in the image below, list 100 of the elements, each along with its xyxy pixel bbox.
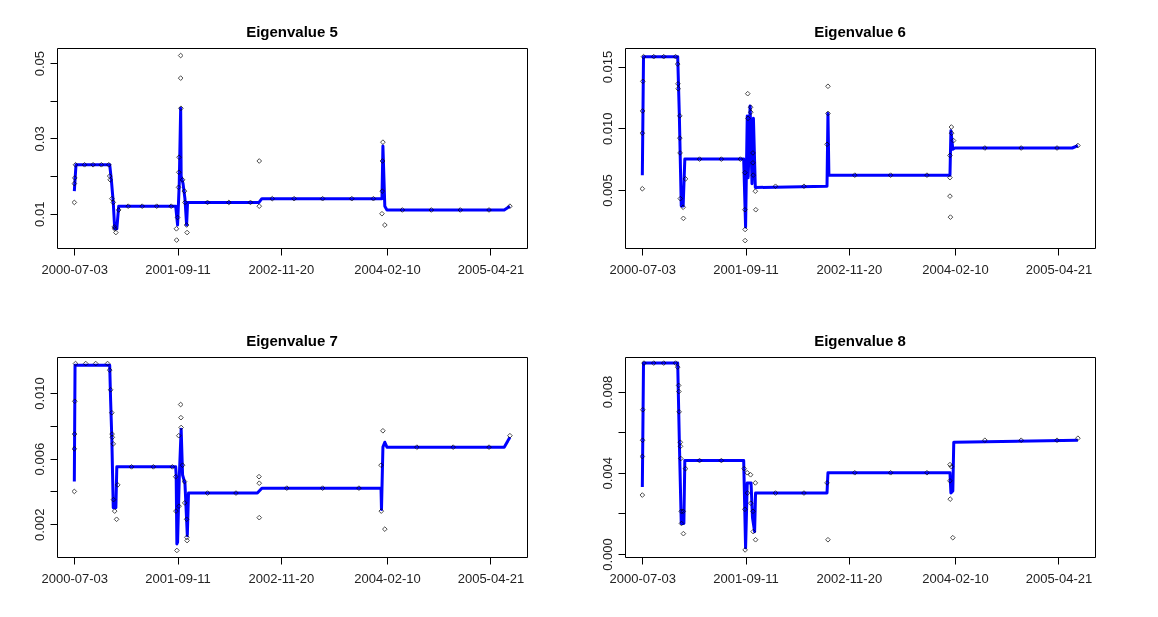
point	[110, 199, 117, 206]
point	[115, 207, 122, 213]
point	[179, 176, 186, 183]
point	[639, 492, 646, 498]
point	[181, 478, 188, 485]
point	[108, 195, 115, 202]
point	[111, 508, 118, 514]
chart-title: Eigenvalue 8	[814, 332, 906, 349]
point	[173, 225, 180, 232]
point	[682, 465, 689, 472]
point	[104, 360, 111, 367]
point	[747, 500, 754, 507]
point	[233, 490, 239, 496]
point	[825, 110, 831, 117]
point	[678, 520, 685, 527]
point	[641, 360, 647, 366]
point	[486, 207, 492, 213]
point	[174, 214, 181, 221]
point	[247, 199, 254, 206]
y-tick-label: 0.015	[599, 50, 615, 84]
point	[676, 388, 682, 395]
x-tick-label: 2001-09-11	[145, 570, 211, 586]
x-tick-label: 2000-07-03	[609, 261, 677, 277]
point	[680, 530, 687, 537]
point	[176, 154, 182, 161]
point	[744, 90, 751, 97]
x-tick-label: 2000-07-03	[41, 261, 109, 277]
point	[486, 444, 492, 451]
point	[379, 210, 385, 217]
point	[752, 188, 759, 195]
point	[380, 139, 386, 146]
point	[650, 53, 657, 60]
y-tick-label: 0.005	[599, 174, 615, 207]
point	[1054, 437, 1060, 444]
point	[639, 437, 646, 444]
point	[450, 444, 457, 451]
point	[319, 195, 326, 202]
point	[71, 431, 78, 437]
point	[113, 516, 120, 523]
point	[696, 457, 703, 464]
point	[1075, 435, 1081, 442]
point	[680, 204, 686, 211]
x-tick-label: 2002-11-20	[248, 261, 315, 277]
chart-title: Eigenvalue 5	[246, 23, 338, 40]
x-tick-label: 2001-09-11	[713, 261, 779, 277]
point	[660, 360, 667, 366]
point	[110, 496, 117, 503]
point	[949, 534, 956, 541]
point	[742, 547, 748, 553]
point	[750, 159, 756, 166]
x-tick-label: 2002-11-20	[816, 570, 883, 586]
point	[71, 445, 78, 452]
point	[107, 176, 114, 183]
point	[924, 172, 930, 179]
x-tick-label: 2001-09-11	[145, 261, 211, 277]
point	[947, 193, 953, 199]
point	[948, 124, 955, 130]
point	[256, 473, 262, 480]
x-tick-label: 2005-04-21	[1025, 261, 1093, 277]
point	[887, 469, 894, 476]
point	[256, 514, 263, 521]
point	[178, 424, 184, 431]
point	[181, 500, 188, 506]
point	[379, 188, 386, 194]
point	[801, 183, 807, 190]
point	[742, 206, 748, 213]
y-tick-label: 0.010	[599, 112, 615, 146]
x-tick-label: 2000-07-03	[609, 570, 677, 586]
point	[72, 360, 79, 367]
point	[650, 360, 657, 366]
y-tick-label: 0.008	[599, 375, 615, 409]
chart-title: Eigenvalue 6	[814, 23, 906, 40]
point	[718, 457, 725, 464]
point	[672, 53, 679, 60]
point	[750, 528, 757, 535]
point	[381, 222, 388, 228]
point	[106, 173, 113, 179]
point	[677, 455, 684, 462]
point	[744, 469, 751, 476]
point	[675, 382, 682, 389]
x-tick-label: 2004-02-10	[922, 261, 989, 277]
point	[381, 526, 388, 532]
point	[72, 161, 79, 168]
point	[639, 130, 646, 137]
y-tick-label: 0.004	[599, 456, 615, 490]
point	[183, 222, 190, 228]
point	[319, 485, 326, 491]
point	[924, 469, 930, 476]
point	[176, 503, 182, 510]
chart-title: Eigenvalue 7	[246, 332, 338, 349]
point	[772, 183, 779, 190]
point	[680, 215, 687, 222]
point	[742, 506, 748, 513]
point	[639, 78, 646, 85]
x-tick-label: 2002-11-20	[816, 261, 883, 277]
point	[179, 462, 186, 469]
point	[71, 398, 78, 405]
point	[824, 480, 830, 486]
point	[747, 471, 754, 478]
point	[172, 473, 179, 480]
